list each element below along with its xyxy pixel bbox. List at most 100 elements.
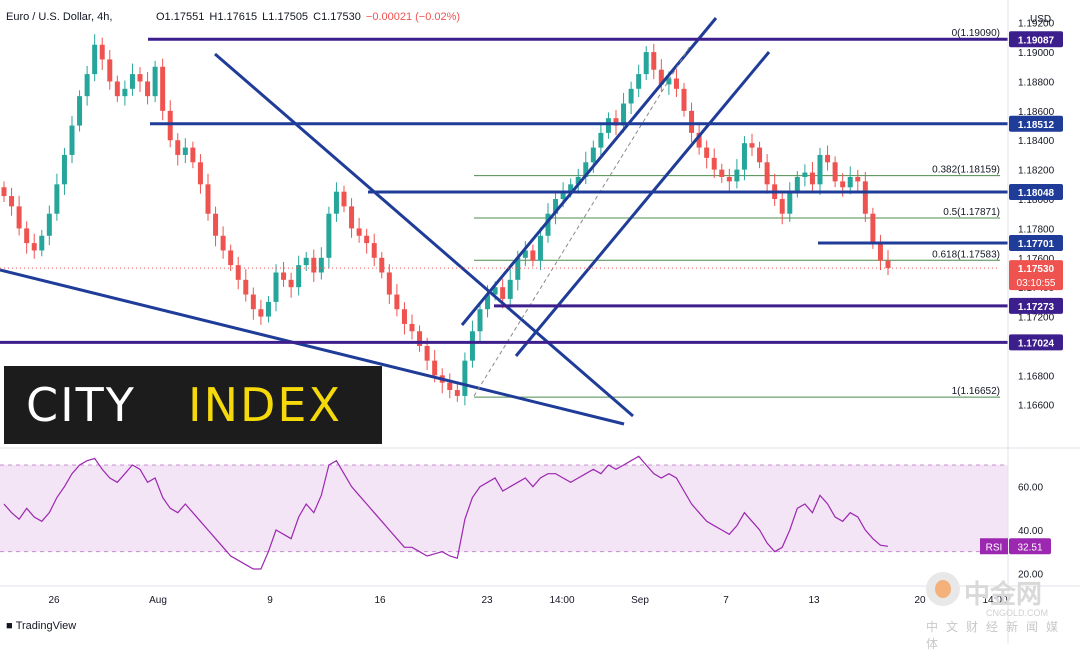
candle-body [386, 272, 392, 295]
candle-body [333, 191, 339, 214]
candle-body [326, 213, 332, 258]
candle-body [107, 59, 113, 82]
candle-body [401, 309, 407, 324]
tradingview-label: TradingView [15, 620, 77, 632]
candle-body [757, 147, 763, 163]
candle-body [303, 257, 309, 266]
watermark-name: 中金网 [964, 580, 1043, 610]
horizontal-levels [0, 37, 1008, 344]
candle-body [469, 331, 475, 361]
candle-body [515, 257, 521, 280]
channel-lower-line [0, 268, 625, 426]
candle-body [500, 287, 506, 299]
price-tick-label: 1.18800 [1018, 77, 1055, 88]
candle-body [243, 279, 249, 295]
candle-body [855, 176, 861, 182]
candle-body [605, 118, 611, 133]
candle-body [794, 176, 800, 192]
time-tick-label: 14:00 [982, 595, 1007, 606]
candle-body [424, 345, 430, 361]
candlesticks [1, 34, 891, 406]
candle-body [802, 172, 808, 177]
candle-body [46, 213, 52, 236]
candle-body [598, 132, 604, 148]
candle-body [152, 66, 158, 97]
rsi-tick-label: 60.00 [1018, 483, 1043, 494]
level-price-tag [1009, 334, 1063, 351]
candle-body [689, 110, 695, 133]
candle-body [197, 162, 203, 185]
price-tick-label: 1.16800 [1018, 371, 1055, 382]
symbol-label[interactable]: Euro / U.S. Dollar, 4h, [6, 11, 113, 23]
candle-body [1, 187, 7, 197]
candle-body [507, 279, 513, 299]
fib-level-label: 0.5(1.17871) [943, 207, 1000, 218]
candle-body [371, 243, 377, 258]
fib-level-label: 0.618(1.17583) [932, 249, 1000, 260]
tradingview-logo[interactable]: ■ TradingView [6, 620, 76, 632]
level-price-label: 1.19087 [1018, 35, 1055, 46]
candle-body [454, 390, 460, 396]
candle-body [54, 184, 60, 214]
candle-body [379, 257, 385, 273]
candle-body [409, 323, 415, 332]
time-axis[interactable]: 26 Aug 9 16 23 14:00 Sep 7 13 20 14:00 [48, 595, 1008, 606]
candle-body [349, 206, 355, 229]
ohlc-values: O1.17551 H1.17615 L1.17505 C1.17530 −0.0… [156, 11, 460, 23]
candle-body [190, 147, 196, 163]
candle-body [741, 143, 747, 170]
candle-body [24, 228, 30, 244]
level-price-tag [1009, 183, 1063, 200]
currency-label: USD [1030, 14, 1051, 25]
rsi-band [0, 465, 1008, 552]
change-value: −0.00021 (−0.02%) [365, 11, 461, 23]
candle-body [681, 88, 687, 111]
logo-word-index: INDEX [188, 378, 342, 432]
candle-body [16, 206, 22, 229]
fib-level-label: 0.382(1.18159) [932, 165, 1000, 176]
rsi-name-label: RSI [986, 542, 1003, 553]
candle-body [394, 294, 400, 310]
candle-body [832, 162, 838, 182]
candle-body [462, 360, 468, 396]
tradingview-icon: ■ [6, 620, 16, 632]
candle-body [530, 250, 536, 261]
candle-body [809, 172, 815, 185]
candle-body [583, 162, 589, 177]
rsi-tick-label: 20.00 [1018, 569, 1043, 580]
candle-body [651, 52, 657, 70]
level-price-label: 1.17024 [1018, 338, 1055, 349]
candle-body [92, 44, 98, 75]
price-tick-label: 1.18400 [1018, 136, 1055, 147]
cngold-logo-icon [926, 572, 960, 606]
chart-header: Euro / U.S. Dollar, 4h, [6, 11, 112, 23]
candle-body [145, 81, 151, 97]
fib-diagonal-dashed [473, 45, 691, 397]
rsi-axis[interactable]: 20.00 40.00 60.00 RSI 32.51 [980, 483, 1051, 581]
rsi-pane[interactable] [0, 455, 1008, 570]
price-axis[interactable]: 1.166001.168001.170001.172001.174001.176… [1018, 19, 1055, 412]
high-value: H1.17615 [209, 11, 258, 23]
candle-body [61, 154, 67, 185]
candle-body [749, 143, 755, 148]
last-price-label: 1.17530 [1018, 264, 1055, 275]
candle-body [726, 176, 732, 182]
price-pane[interactable]: 0(1.19090) 0.382(1.18159) 0.5(1.17871) 0.61… [0, 17, 1008, 426]
time-tick-label: 7 [723, 595, 729, 606]
time-tick-label: 23 [481, 595, 493, 606]
watermark-subtitle: 中文财经新闻媒体 [926, 620, 1067, 651]
candle-body [129, 74, 135, 89]
candle-body [658, 69, 664, 85]
candle-body [296, 265, 302, 288]
open-value: O1.17551 [156, 11, 205, 23]
level-price-label: 1.17273 [1018, 302, 1055, 313]
level-price-tag [1009, 31, 1063, 48]
candle-body [575, 176, 581, 185]
candle-body [621, 103, 627, 126]
candle-body [39, 235, 45, 251]
time-tick-label: Aug [149, 595, 167, 606]
fibonacci-levels: 0(1.19090) 0.382(1.18159) 0.5(1.17871) 0.61… [150, 28, 1000, 398]
candle-body [613, 118, 619, 126]
candle-body [167, 110, 173, 141]
